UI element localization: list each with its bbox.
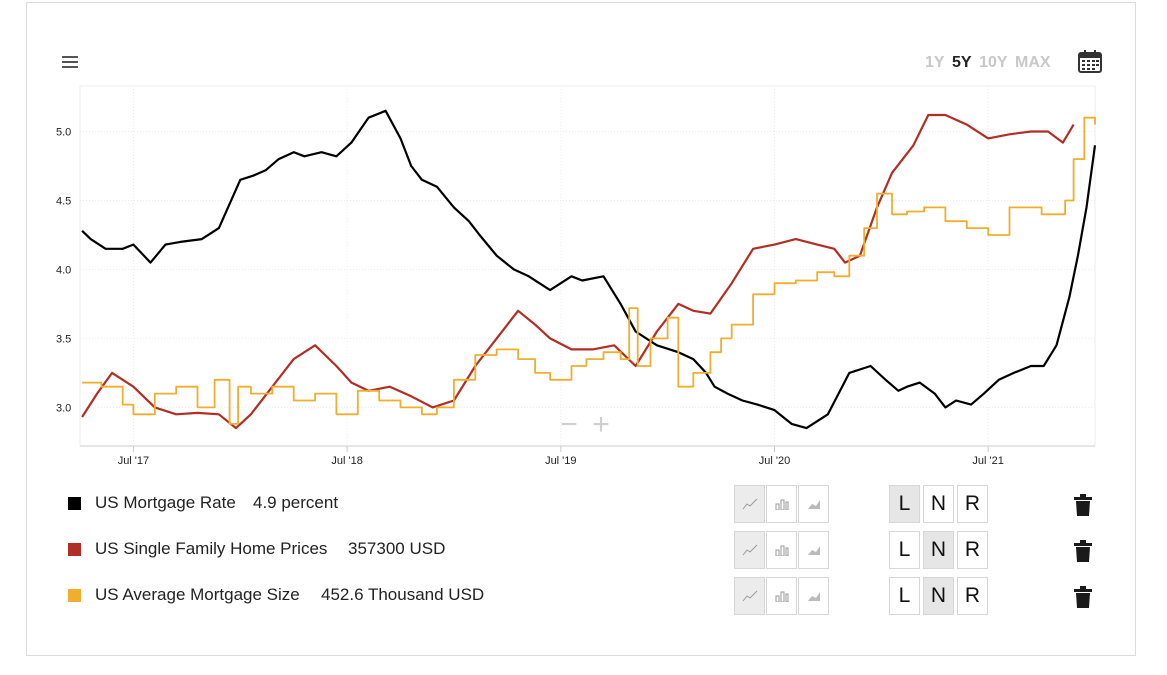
zoom-controls: − + bbox=[553, 410, 617, 440]
trash-icon[interactable] bbox=[1074, 494, 1092, 516]
series-name[interactable]: US Average Mortgage Size bbox=[95, 585, 300, 604]
menu-icon[interactable] bbox=[62, 56, 78, 70]
y-tick-label: 4.0 bbox=[56, 264, 71, 276]
line-chart-icon bbox=[742, 590, 757, 602]
legend-row: US Mortgage Rate 4.9 percent L N R bbox=[68, 485, 1108, 525]
bar-chart-icon bbox=[775, 545, 788, 556]
legend-swatch bbox=[68, 589, 81, 602]
chart-type-group bbox=[734, 485, 830, 523]
line-chart-icon bbox=[742, 544, 757, 556]
bar-chart-icon bbox=[775, 591, 788, 602]
x-tick-label: Jul '21 bbox=[972, 455, 1003, 467]
axis-l-button[interactable]: L bbox=[889, 577, 920, 615]
range-5y[interactable]: 5Y bbox=[952, 54, 972, 71]
range-max[interactable]: MAX bbox=[1014, 54, 1051, 71]
zoom-out-button[interactable]: − bbox=[560, 408, 578, 441]
bar-chart-icon bbox=[775, 499, 788, 510]
x-tick-label: Jul '20 bbox=[759, 455, 790, 467]
area-chart-button[interactable] bbox=[798, 531, 829, 569]
line-chart-icon bbox=[742, 498, 757, 510]
range-1y[interactable]: 1Y bbox=[925, 54, 945, 71]
axis-n-button[interactable]: N bbox=[923, 531, 954, 569]
series-name[interactable]: US Mortgage Rate bbox=[95, 493, 236, 512]
range-10y[interactable]: 10Y bbox=[979, 54, 1008, 71]
bar-chart-button[interactable] bbox=[766, 531, 797, 569]
x-tick-label: Jul '18 bbox=[331, 455, 362, 467]
bar-chart-button[interactable] bbox=[766, 577, 797, 615]
y-tick-label: 3.0 bbox=[56, 402, 71, 414]
axis-r-button[interactable]: R bbox=[957, 531, 988, 569]
range-selector: 1Y 5Y 10Y MAX bbox=[925, 54, 1054, 72]
series-value: 4.9 percent bbox=[253, 493, 339, 512]
axis-l-button[interactable]: L bbox=[889, 485, 920, 523]
legend-row: US Average Mortgage Size 452.6 Thousand U… bbox=[68, 577, 1108, 617]
trash-icon[interactable] bbox=[1074, 586, 1092, 608]
series-value: 452.6 Thousand USD bbox=[321, 585, 485, 604]
y-tick-label: 4.5 bbox=[56, 195, 71, 207]
series-name[interactable]: US Single Family Home Prices bbox=[95, 539, 328, 558]
bar-chart-button[interactable] bbox=[766, 485, 797, 523]
area-chart-button[interactable] bbox=[798, 577, 829, 615]
chart-type-group bbox=[734, 531, 830, 569]
series-line-1[interactable] bbox=[81, 113, 1075, 430]
y-tick-label: 5.0 bbox=[56, 127, 71, 139]
area-chart-icon bbox=[807, 500, 820, 509]
legend-swatch bbox=[68, 543, 81, 556]
line-chart-button[interactable] bbox=[734, 485, 765, 523]
x-tick-label: Jul '17 bbox=[118, 455, 149, 467]
x-tick-label: Jul '19 bbox=[545, 455, 576, 467]
axis-n-button[interactable]: N bbox=[923, 485, 954, 523]
line-chart: 3.0 3.5 4.0 4.5 5.0 Jul '17 Jul '18 Jul '19 Jul … bbox=[56, 85, 1097, 467]
line-chart-button[interactable] bbox=[734, 577, 765, 615]
series-line-0[interactable] bbox=[81, 109, 1097, 430]
series-line-2[interactable] bbox=[82, 116, 1096, 425]
area-chart-button[interactable] bbox=[798, 485, 829, 523]
line-chart-button[interactable] bbox=[734, 531, 765, 569]
calendar-icon[interactable] bbox=[1078, 49, 1102, 73]
plot-area bbox=[79, 85, 1096, 447]
y-tick-label: 3.5 bbox=[56, 333, 71, 345]
series-value: 357300 USD bbox=[348, 539, 446, 558]
axis-r-button[interactable]: R bbox=[957, 577, 988, 615]
area-chart-icon bbox=[807, 546, 820, 555]
area-chart-icon bbox=[807, 592, 820, 601]
axis-r-button[interactable]: R bbox=[957, 485, 988, 523]
chart-type-group bbox=[734, 577, 830, 615]
trash-icon[interactable] bbox=[1074, 540, 1092, 562]
zoom-in-button[interactable]: + bbox=[592, 408, 610, 441]
axis-l-button[interactable]: L bbox=[889, 531, 920, 569]
legend-row: US Single Family Home Prices 357300 USD L N… bbox=[68, 531, 1108, 571]
axis-n-button[interactable]: N bbox=[923, 577, 954, 615]
legend-swatch bbox=[68, 497, 81, 510]
